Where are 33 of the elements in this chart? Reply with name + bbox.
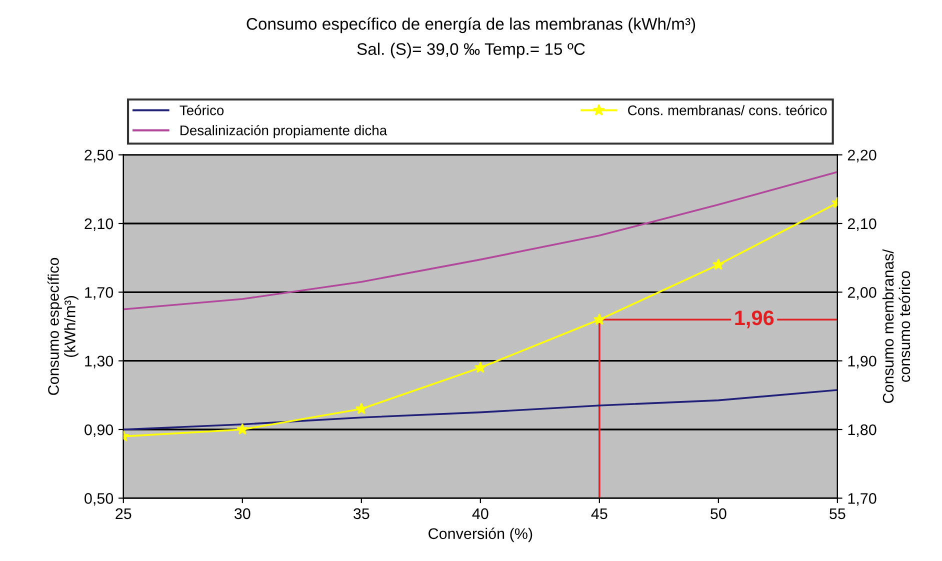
legend-label: Teórico: [180, 104, 224, 116]
y-tick-label: 2,10: [84, 218, 114, 231]
x-tick-label: 45: [591, 508, 608, 520]
y-tick-label: 1,70: [85, 287, 114, 300]
x-tick-label: 40: [472, 508, 488, 520]
point: [712, 258, 724, 270]
x-axis-title: Conversión (%): [428, 528, 532, 542]
point: [593, 313, 606, 325]
x-tick-label: 30: [234, 508, 250, 520]
y-axis-title: Consumo específico (kWh/m³): [48, 258, 78, 395]
x-tick-label: 25: [116, 508, 132, 520]
y-tick-label: 0,90: [84, 424, 114, 437]
point: [474, 361, 486, 373]
y2-tick-label: 2,20: [848, 150, 876, 162]
point: [236, 423, 248, 435]
y-tick-label: 2,50: [84, 150, 114, 162]
y2-tick-label: 1,90: [848, 356, 876, 368]
chart-title: Consumo específico de energía de las membranas (kWh/m³): [246, 17, 696, 34]
y2-axis-title: Consumo membranas/ consumo teórico: [882, 249, 910, 403]
y-tick-label: 0,50: [84, 493, 114, 506]
legend-label: Cons. membranas/ cons. teórico: [628, 104, 827, 116]
x-tick-label: 55: [830, 508, 846, 520]
y2-tick-label: 1,80: [848, 424, 876, 437]
point: [355, 402, 368, 414]
ref-line-label: 1,96: [735, 310, 774, 328]
y2-tick-label: 2,10: [848, 218, 876, 231]
x-tick-label: 35: [354, 508, 370, 520]
y2-tick-label: 1,70: [848, 493, 876, 506]
y2-tick-label: 2,00: [848, 287, 876, 300]
chart-subtitle: Sal. (S)= 39,0 ‰ Temp.= 15 ºC: [357, 42, 585, 58]
legend-label: Desalinización propiamente dicha: [180, 124, 388, 138]
x-tick-label: 50: [710, 508, 726, 520]
y-tick-label: 1,30: [85, 356, 114, 368]
